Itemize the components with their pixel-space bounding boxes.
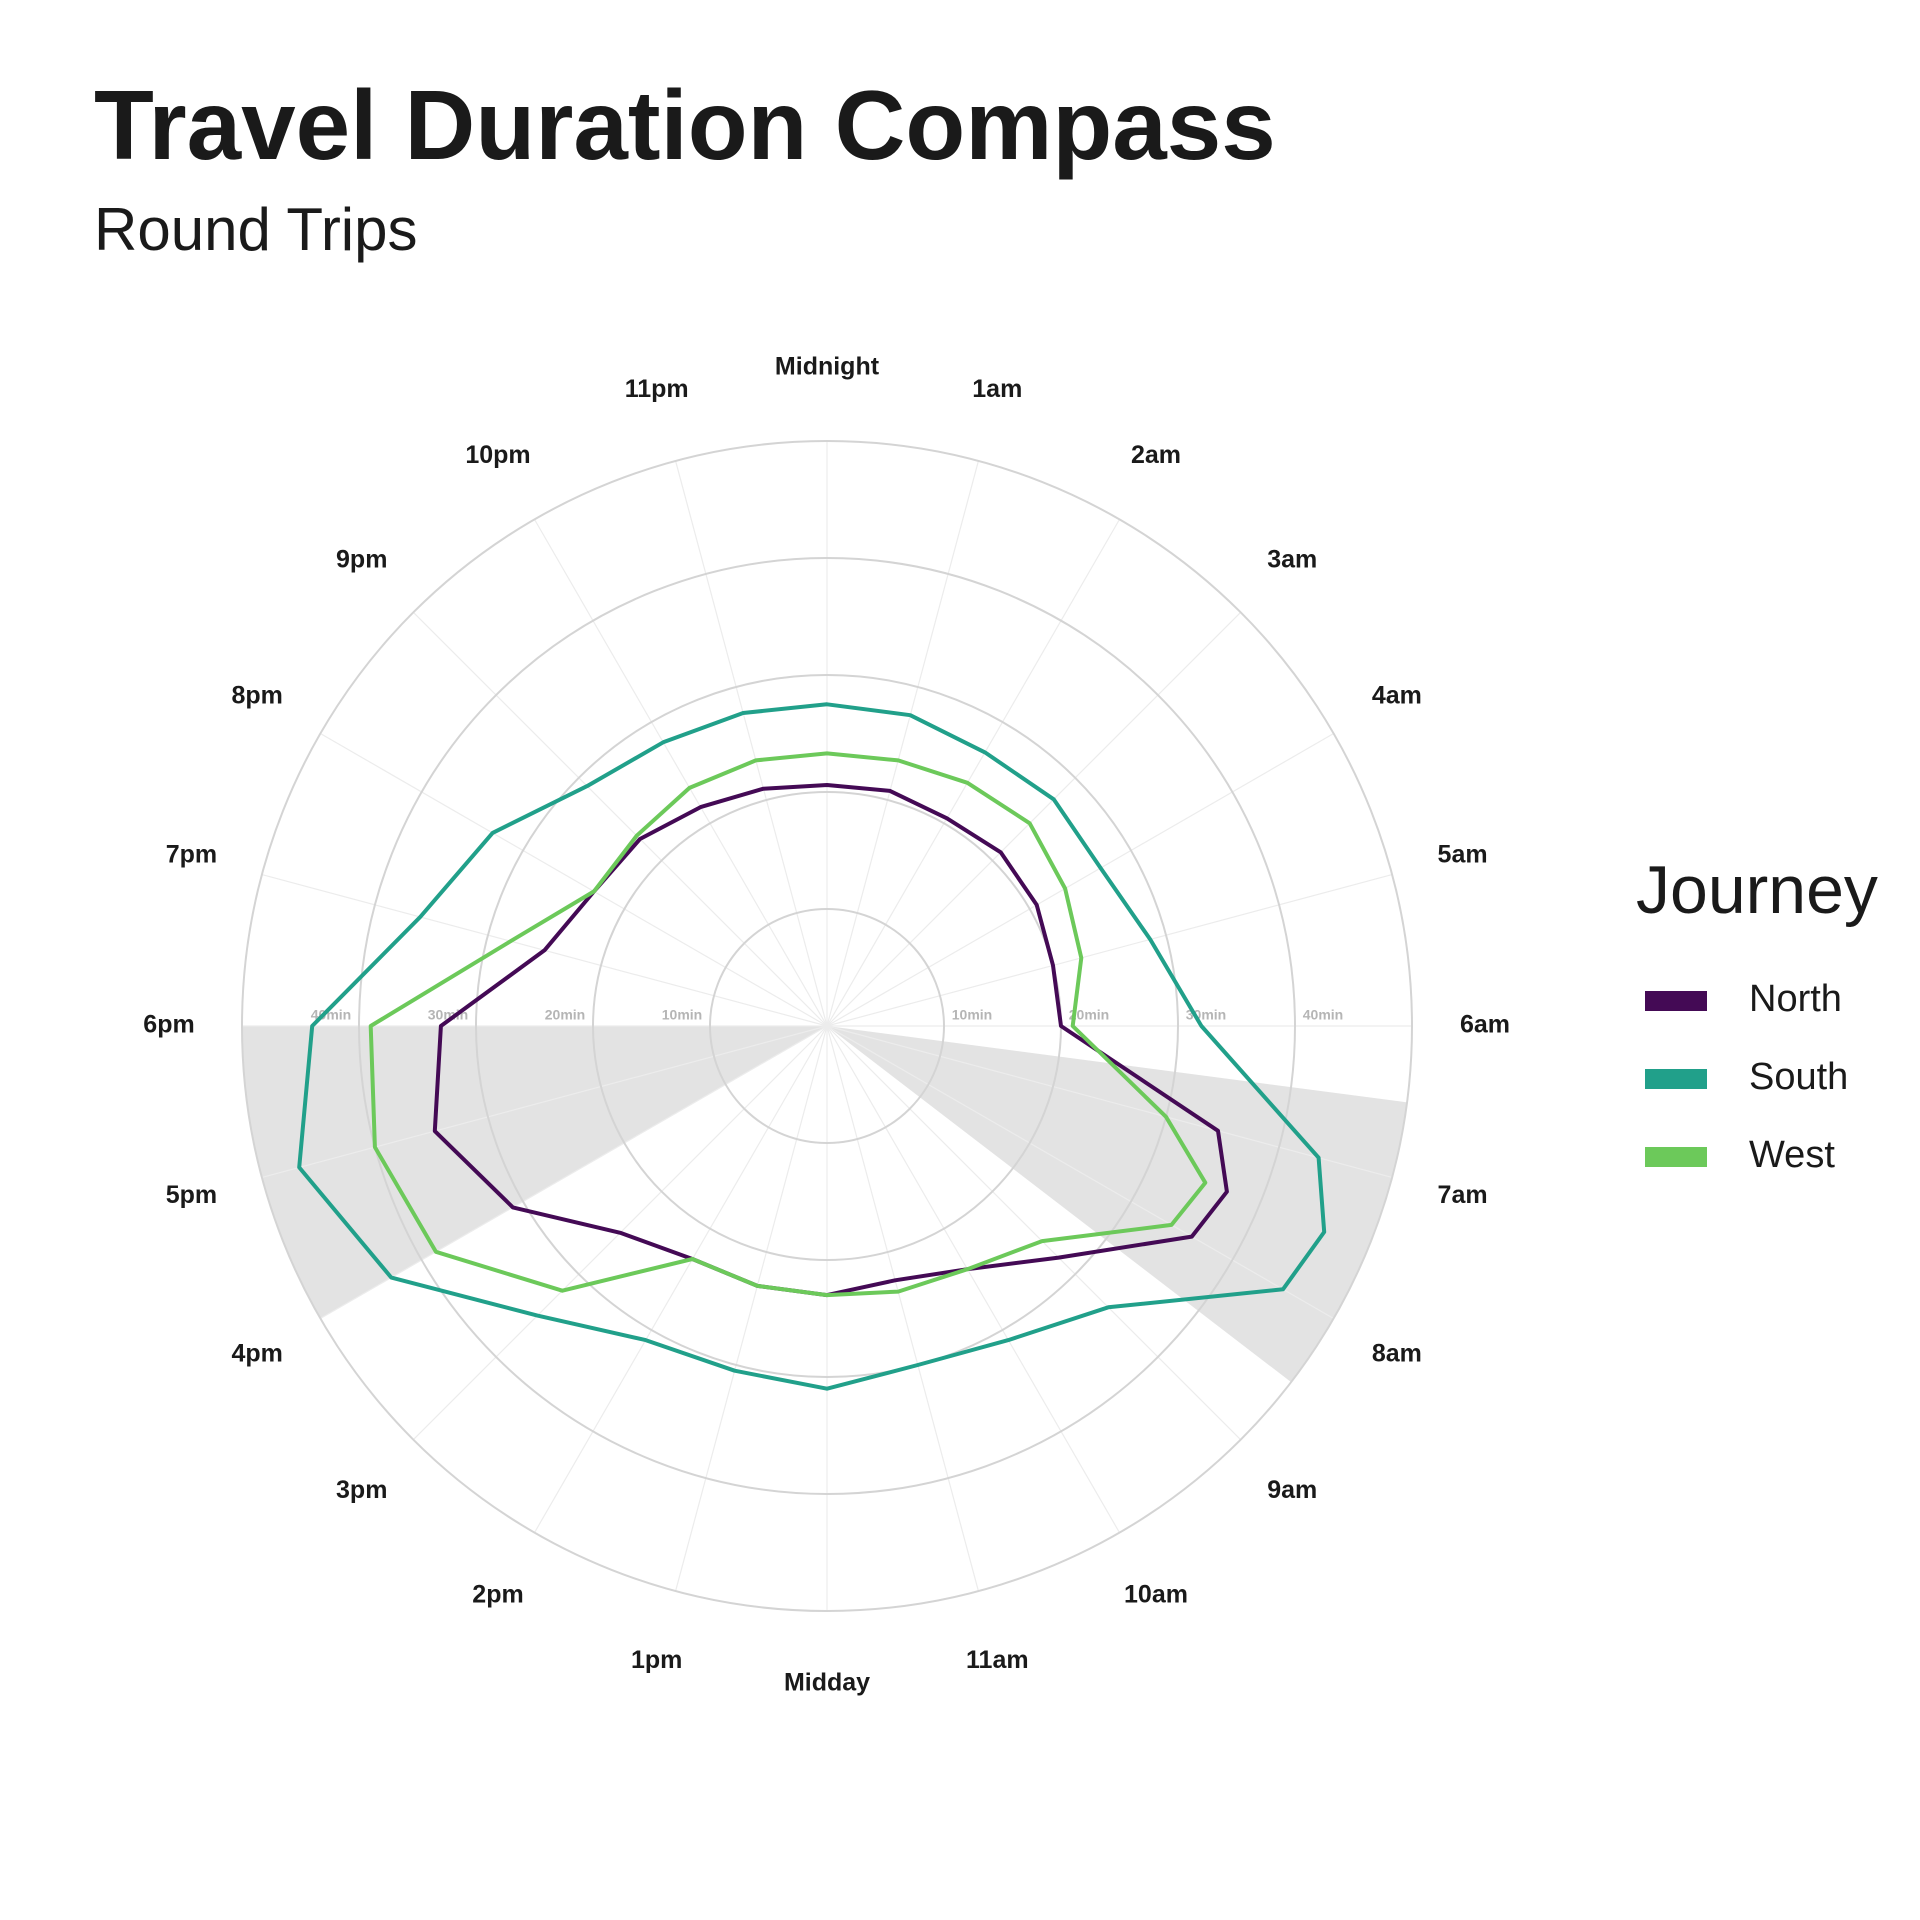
grid-ring [475,674,1179,1378]
y-tick-label: 10min [662,1007,702,1023]
y-tick-label: 40min [1303,1007,1343,1023]
spoke [826,1025,979,1592]
x-tick-label: 2am [1131,441,1181,469]
x-tick-label: 8am [1372,1340,1422,1368]
x-tick-label: 9am [1267,1476,1317,1504]
x-tick-label: 3pm [336,1476,387,1504]
x-tick-label: 6am [1460,1011,1510,1039]
legend-label: West [1749,1134,1835,1176]
x-tick-label: 10pm [465,441,530,469]
spoke [826,1025,1242,1441]
series-line [432,783,1229,1298]
spoke [826,611,1242,1027]
chart-title: Travel Duration Compass [94,70,1276,180]
x-tick-label: 11am [966,1646,1029,1674]
x-tick-label: 1am [972,375,1022,403]
spoke [261,1025,828,1178]
x-tick-label: 5pm [166,1181,217,1209]
x-tick-label: Midnight [775,353,880,381]
legend-label: North [1749,978,1842,1020]
legend-title: Journey [1636,852,1878,928]
grid-ring [709,908,945,1144]
shaded-range [242,1026,827,1319]
series-line [297,702,1327,1391]
x-tick-label: 4am [1372,682,1422,710]
x-tick-label: 8pm [231,682,282,710]
x-tick-label: Midday [784,1669,870,1697]
outer-ring [241,440,1413,1612]
chart-subtitle: Round Trips [94,196,418,263]
x-tick-label: 10am [1124,1580,1188,1608]
x-tick-label: 7pm [166,840,217,868]
spoke [675,460,828,1027]
shaded-range [827,1026,1407,1383]
x-tick-label: 3am [1267,545,1317,573]
x-tick-label: 2pm [472,1580,523,1608]
x-tick-label: 7am [1438,1181,1488,1209]
spoke [826,732,1334,1027]
legend-swatch [1645,1147,1707,1167]
spoke [533,1025,828,1533]
spoke [675,1025,828,1592]
y-tick-label: 30min [428,1007,468,1023]
x-tick-label: 11pm [625,375,689,403]
legend-swatch [1645,1069,1707,1089]
x-tick-label: 4pm [231,1340,282,1368]
grid-ring [358,557,1296,1495]
spoke [533,519,828,1027]
y-tick-label: 20min [1069,1007,1109,1023]
x-tick-label: 9pm [336,545,387,573]
spoke [826,519,1121,1027]
legend-label: South [1749,1056,1848,1098]
x-tick-label: 1pm [631,1646,682,1674]
y-tick-label: 20min [545,1007,585,1023]
spoke [826,1025,1334,1320]
spoke [826,1025,1121,1533]
spoke [320,732,828,1027]
spoke [826,874,1393,1027]
spoke [320,1025,828,1320]
x-tick-label: 6pm [143,1011,194,1039]
legend-swatch [1645,991,1707,1011]
y-tick-label: 10min [952,1007,992,1023]
x-tick-label: 5am [1438,840,1488,868]
spoke [826,460,979,1027]
spoke [412,611,828,1027]
series-line [368,751,1208,1298]
spoke [826,1025,1393,1178]
